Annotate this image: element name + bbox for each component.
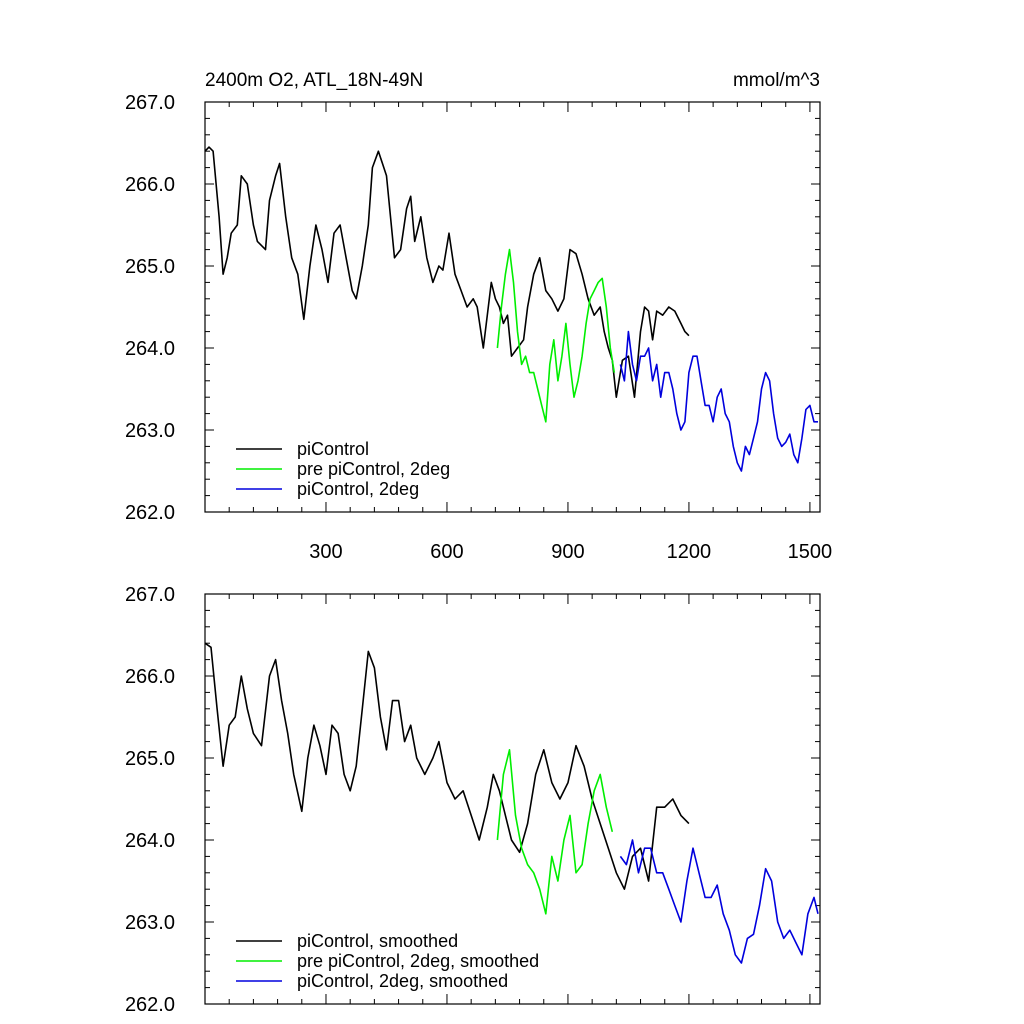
legend-label-1: pre piControl, 2deg, smoothed [297,951,539,971]
y-tick-label: 265.0 [125,748,175,770]
units-label: mmol/m^3 [733,70,820,91]
x-tick-label: 300 [309,541,342,563]
legend-label-2: piControl, 2deg [297,479,419,499]
x-tick-label: 1500 [788,541,833,563]
x-tick-label: 900 [551,541,584,563]
y-tick-label: 263.0 [125,912,175,934]
y-tick-label: 265.0 [125,256,175,278]
plot-frame [204,101,821,513]
y-tick-label: 266.0 [125,666,175,688]
chart-title: 2400m O2, ATL_18N-49N [205,70,423,91]
y-tick-label: 267.0 [125,584,175,606]
x-tick-label: 1200 [667,541,712,563]
series-line-1 [496,248,616,423]
series-line-0 [204,642,690,891]
y-tick-label: 264.0 [125,830,175,852]
legend-label-0: piControl [297,439,369,459]
series-line-2 [619,839,819,964]
y-tick-label: 264.0 [125,338,175,360]
legend-label-0: piControl, smoothed [297,931,458,951]
y-tick-label: 267.0 [125,92,175,114]
x-tick-label: 600 [430,541,463,563]
legend-label-1: pre piControl, 2deg [297,459,450,479]
y-tick-label: 266.0 [125,174,175,196]
y-tick-label: 262.0 [125,994,175,1016]
series-line-2 [619,330,818,472]
plot-frame [204,593,821,1005]
legend-label-2: piControl, 2deg, smoothed [297,971,508,991]
y-tick-label: 263.0 [125,420,175,442]
bottom-chart-panel: 262.0 263.0 264.0 265.0 266.0 267.0 piControl,… [125,584,821,1016]
top-chart-panel: 262.0 263.0 264.0 265.0 266.0 267.0 300 600 900 1… [125,70,832,563]
y-tick-label: 262.0 [125,502,175,524]
series-line-1 [496,748,614,915]
series-line-0 [204,146,690,399]
